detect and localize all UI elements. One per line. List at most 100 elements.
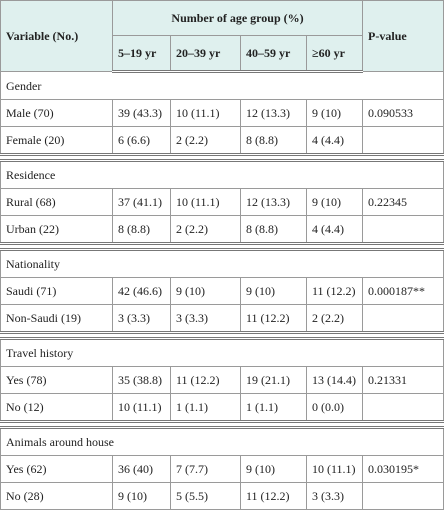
cell: 5 (5.5) [170, 482, 241, 510]
cell: 9 (10) [305, 188, 364, 216]
data-row: No (28) 9 (10) 5 (5.5) 11 (12.2) 3 (3.3) [0, 482, 444, 510]
section-title: Nationality [0, 249, 444, 278]
cell: 39 (43.3) [112, 99, 171, 127]
section-title: Residence [0, 160, 444, 189]
cell: 0.22345 [362, 188, 444, 216]
cell: 0.000187** [362, 277, 444, 305]
cell: 0.030195* [362, 455, 444, 483]
cell: 19 (21.1) [240, 366, 307, 394]
cell: 11 (12.2) [305, 277, 364, 305]
section-row: Gender [0, 71, 444, 100]
cell: 2 (2.2) [170, 215, 241, 244]
cell: 11 (12.2) [170, 366, 241, 394]
data-row: Saudi (71) 42 (46.6) 9 (10) 9 (10) 11 (12.2)… [0, 277, 444, 305]
data-row: Urban (22) 8 (8.8) 2 (2.2) 8 (8.8) 4 (4.4) [0, 215, 444, 244]
empty-cell [362, 482, 444, 510]
cell: 10 (11.1) [112, 393, 171, 422]
data-row: Male (70) 39 (43.3) 10 (11.1) 12 (13.3) 9 (1… [0, 99, 444, 127]
cell: 6 (6.6) [112, 126, 171, 155]
header-cell: 5–19 yr [112, 35, 171, 73]
cell: 1 (1.1) [240, 393, 307, 422]
cell: 3 (3.3) [305, 482, 364, 510]
header-cell: 40–59 yr [240, 35, 307, 73]
section-row: Nationality [0, 249, 444, 278]
header-cell: 20–39 yr [170, 35, 241, 73]
cell: 1 (1.1) [170, 393, 241, 422]
empty-cell [362, 126, 444, 155]
cell: 10 (11.1) [305, 455, 364, 483]
section-title: Animals around house [0, 427, 444, 456]
cell: Yes (78) [0, 366, 113, 394]
cell: Non-Saudi (19) [0, 304, 113, 333]
cell: 8 (8.8) [112, 215, 171, 244]
cell: Saudi (71) [0, 277, 113, 305]
header-cell: Variable (No.) [0, 0, 113, 72]
cell: 9 (10) [112, 482, 171, 510]
cell: 2 (2.2) [305, 304, 364, 333]
cell: 12 (13.3) [240, 99, 307, 127]
empty-cell [362, 215, 444, 244]
section-title: Travel history [0, 338, 444, 367]
data-row: Non-Saudi (19) 3 (3.3) 3 (3.3) 11 (12.2) 2 (… [0, 304, 444, 333]
separator-cell [0, 331, 444, 340]
header-row: 5–19 yr 20–39 yr 40–59 yr ≥60 yr [1, 35, 444, 73]
empty-cell [362, 304, 444, 333]
cell: 4 (4.4) [305, 215, 364, 244]
header-cell: ≥60 yr [305, 35, 364, 73]
data-row: Yes (62) 36 (40) 7 (7.7) 9 (10) 10 (11.1) 0.0… [0, 455, 444, 483]
cell: 8 (8.8) [240, 126, 307, 155]
cell: 3 (3.3) [170, 304, 241, 333]
header-row: Variable (No.) Number of age group (%) P… [0, 0, 444, 72]
cell: No (28) [0, 482, 113, 510]
cell: 10 (11.1) [170, 99, 241, 127]
cell: 12 (13.3) [240, 188, 307, 216]
data-row: No (12) 10 (11.1) 1 (1.1) 1 (1.1) 0 (0.0) [0, 393, 444, 422]
cell: 10 (11.1) [170, 188, 241, 216]
cell: 3 (3.3) [112, 304, 171, 333]
cell: Rural (68) [0, 188, 113, 216]
table-body: Gender Male (70) 39 (43.3) 10 (11.1) 12 (13.… [0, 71, 444, 510]
cell: 9 (10) [170, 277, 241, 305]
cell: Male (70) [0, 99, 113, 127]
separator [0, 242, 444, 251]
section-title: Gender [0, 71, 444, 100]
header-cell: Number of age group (%) [111, 0, 364, 36]
cell: 9 (10) [240, 277, 307, 305]
separator-cell [0, 242, 444, 251]
data-row: Female (20) 6 (6.6) 2 (2.2) 8 (8.8) 4 (4.4) [0, 126, 444, 155]
cell: 0 (0.0) [305, 393, 364, 422]
section-row: Animals around house [0, 427, 444, 456]
separator [0, 331, 444, 340]
empty-cell [362, 393, 444, 422]
header-cell: P-value [362, 0, 444, 72]
section-row: Residence [0, 160, 444, 189]
separator-cell [0, 153, 444, 162]
separator [0, 420, 444, 429]
cell: 8 (8.8) [240, 215, 307, 244]
cell: No (12) [0, 393, 113, 422]
cell: 42 (46.6) [112, 277, 171, 305]
cell: 37 (41.1) [112, 188, 171, 216]
cell: 4 (4.4) [305, 126, 364, 155]
separator [0, 153, 444, 162]
cell: 35 (38.8) [112, 366, 171, 394]
cell: 13 (14.4) [305, 366, 364, 394]
cell: 11 (12.2) [240, 482, 307, 510]
cell: Female (20) [0, 126, 113, 155]
cell: 9 (10) [240, 455, 307, 483]
cell: 7 (7.7) [170, 455, 241, 483]
data-row: Rural (68) 37 (41.1) 10 (11.1) 12 (13.3) 9 (… [0, 188, 444, 216]
cell: 0.21331 [362, 366, 444, 394]
cell: 2 (2.2) [170, 126, 241, 155]
table-header: Variable (No.) Number of age group (%) P… [0, 0, 444, 73]
cell: Urban (22) [0, 215, 113, 244]
separator-cell [0, 420, 444, 429]
cell: 0.090533 [362, 99, 444, 127]
section-row: Travel history [0, 338, 444, 367]
cell: 11 (12.2) [240, 304, 307, 333]
data-row: Yes (78) 35 (38.8) 11 (12.2) 19 (21.1) 13 (1… [0, 366, 444, 394]
cell: 36 (40) [112, 455, 171, 483]
cell: Yes (62) [0, 455, 113, 483]
